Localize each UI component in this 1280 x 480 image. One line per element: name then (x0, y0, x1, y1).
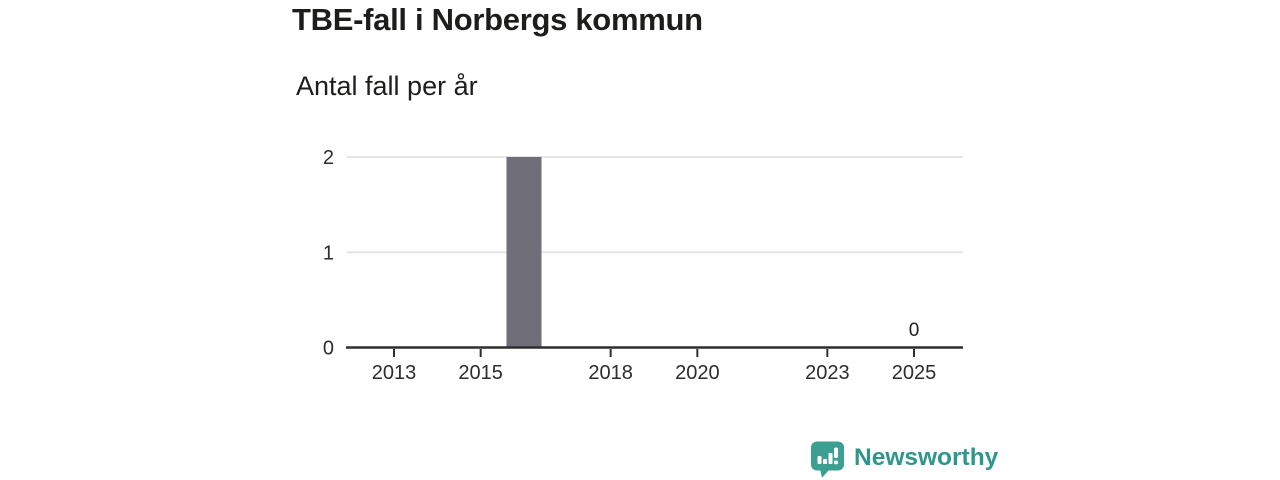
logo-bubble-tail (820, 469, 830, 478)
brand-footer: Newsworthy (810, 441, 998, 478)
x-tick-label: 2015 (458, 362, 503, 384)
brand-text: Newsworthy (854, 444, 999, 471)
logo-exclamation-stem (834, 447, 838, 458)
logo-exclamation-dot (834, 460, 838, 465)
y-tick-label: 2 (323, 147, 334, 169)
y-tick-label: 1 (323, 242, 334, 264)
x-tick-label: 2018 (588, 362, 633, 384)
chart-title: TBE-fall i Norbergs kommun (292, 2, 703, 37)
x-tick-label: 2020 (675, 362, 720, 384)
logo-bubble (811, 441, 844, 471)
x-tick-label: 2023 (805, 362, 850, 384)
x-tick-label: 2025 (892, 362, 937, 384)
y-tick-label: 0 (323, 338, 334, 360)
logo-bar-2 (823, 459, 827, 464)
newsworthy-logo-icon (811, 441, 844, 478)
value-label: 0 (909, 320, 920, 341)
logo-bar-1 (817, 456, 822, 464)
logo-bar-3 (828, 453, 833, 464)
bar (506, 157, 542, 348)
chart-subtitle: Antal fall per år (296, 71, 478, 101)
x-tick-label: 2013 (372, 362, 417, 384)
